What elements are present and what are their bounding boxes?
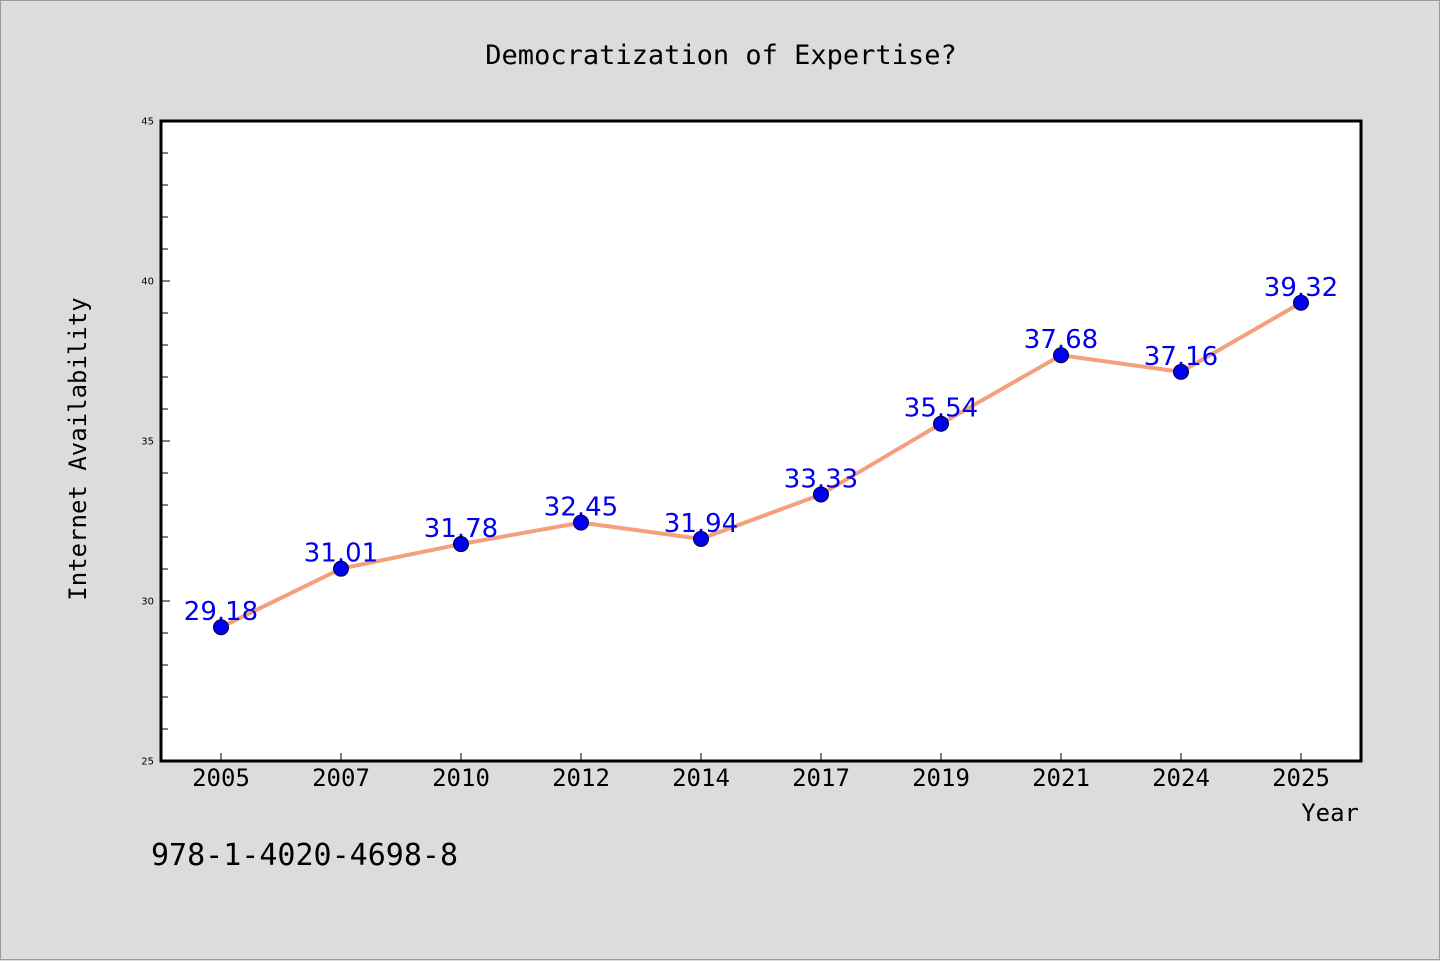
data-point bbox=[453, 536, 469, 553]
y-axis: 25 30 35 40 45 bbox=[141, 117, 170, 768]
x-tick-label: 2012 bbox=[552, 764, 610, 792]
x-tick-label: 2021 bbox=[1032, 764, 1090, 792]
y-tick-label: 35 bbox=[141, 437, 154, 448]
y-axis-label: Internet Availability bbox=[64, 297, 92, 600]
x-tick-label: 2024 bbox=[1152, 764, 1210, 792]
data-point bbox=[1293, 294, 1309, 311]
y-tick-label: 30 bbox=[141, 597, 154, 608]
x-tick-label: 2010 bbox=[432, 764, 490, 792]
data-point bbox=[1053, 347, 1069, 364]
plot-area bbox=[159, 119, 1363, 763]
x-axis-label: Year bbox=[1301, 799, 1359, 827]
y-tick-label: 25 bbox=[141, 757, 154, 768]
y-tick-label: 40 bbox=[141, 277, 154, 288]
x-tick-label: 2017 bbox=[792, 764, 850, 792]
y-tick-label: 45 bbox=[141, 117, 154, 128]
x-tick-label: 2025 bbox=[1272, 764, 1330, 792]
series-line bbox=[219, 300, 1303, 630]
x-tick-label: 2007 bbox=[312, 764, 370, 792]
data-point bbox=[813, 486, 829, 503]
x-tick-label: 2014 bbox=[672, 764, 730, 792]
data-point bbox=[1173, 363, 1189, 380]
x-tick-label: 2019 bbox=[912, 764, 970, 792]
data-point bbox=[693, 530, 709, 547]
data-point bbox=[573, 514, 589, 531]
series-layer: 29.1831.0131.7832.4531.9433.3335.5437.68… bbox=[184, 273, 1338, 636]
chart-title: Democratization of Expertise? bbox=[485, 40, 956, 71]
x-tick-label: 2005 bbox=[192, 764, 250, 792]
data-point bbox=[933, 415, 949, 432]
x-axis: 2005 2007 2010 2012 2014 2017 2019 2021 2024 2025 bbox=[192, 753, 1330, 792]
isbn-caption: 978-1-4020-4698-8 bbox=[151, 838, 458, 873]
data-point bbox=[333, 560, 349, 577]
data-point bbox=[213, 619, 229, 636]
